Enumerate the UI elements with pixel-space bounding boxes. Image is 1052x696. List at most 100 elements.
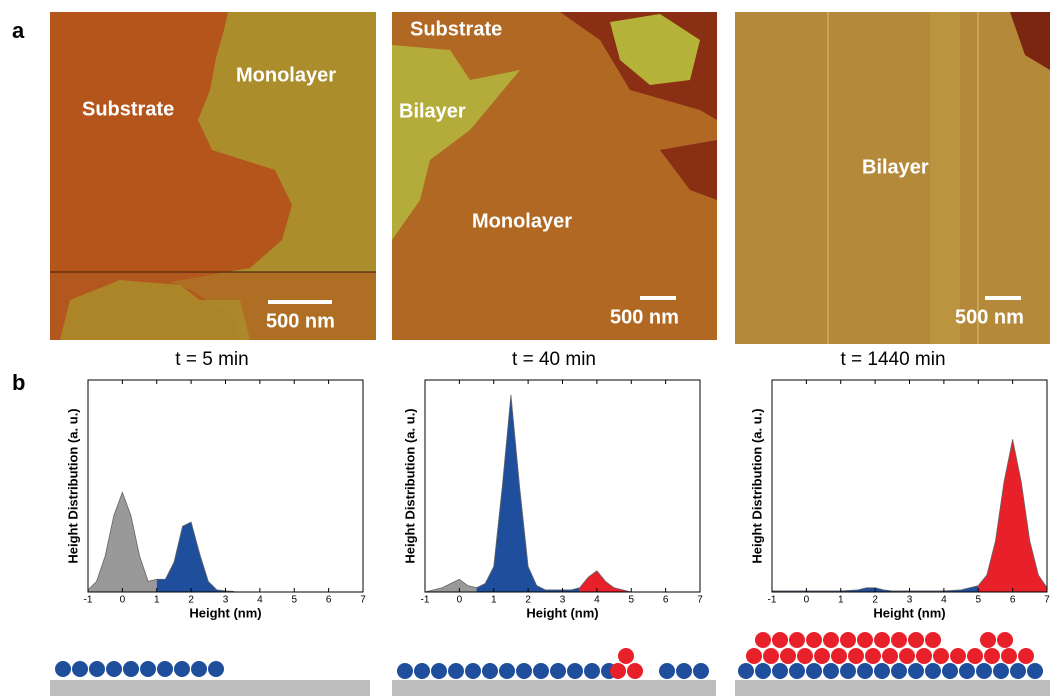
molecule: [763, 648, 779, 664]
x-tick-label: 6: [326, 595, 332, 606]
x-tick-label: 5: [975, 595, 981, 606]
x-tick-label: 1: [838, 595, 844, 606]
panel-label: b: [12, 370, 25, 395]
x-tick-label: 1: [491, 595, 497, 606]
caption: t = 5 min: [175, 349, 248, 370]
x-tick-label: 7: [1044, 595, 1050, 606]
molecule: [976, 663, 992, 679]
molecule: [997, 632, 1013, 648]
molecule: [550, 663, 566, 679]
image-label: Bilayer: [399, 100, 466, 122]
molecule: [1027, 663, 1043, 679]
x-tick-label: 5: [628, 595, 634, 606]
molecule: [848, 648, 864, 664]
molecule: [1001, 648, 1017, 664]
molecule: [925, 663, 941, 679]
area-fill: [477, 395, 580, 592]
x-tick-label: -1: [768, 595, 777, 606]
molecule: [891, 663, 907, 679]
x-axis-label: Height (nm): [189, 605, 261, 620]
y-axis-label: Height Distribution (a. u.): [402, 408, 417, 563]
x-axis-label: Height (nm): [526, 605, 598, 620]
caption: t = 40 min: [512, 349, 596, 370]
x-tick-label: 0: [120, 595, 126, 606]
molecule: [772, 663, 788, 679]
x-tick-label: 5: [291, 595, 297, 606]
molecule: [1018, 648, 1034, 664]
molecule: [806, 663, 822, 679]
substrate: [50, 680, 370, 696]
x-tick-label: 3: [560, 595, 566, 606]
molecule: [789, 632, 805, 648]
molecule: [789, 663, 805, 679]
area-fill: [157, 522, 234, 592]
molecule: [191, 661, 207, 677]
x-tick-label: 0: [804, 595, 810, 606]
scale-bar-label: 500 nm: [610, 306, 679, 328]
molecule: [950, 648, 966, 664]
molecule: [659, 663, 675, 679]
molecule: [755, 632, 771, 648]
molecule: [823, 632, 839, 648]
x-tick-label: 4: [941, 595, 947, 606]
molecule: [157, 661, 173, 677]
figure: a b Substrate Monolayer 500 nm t = 5 min…: [0, 0, 1052, 696]
molecule: [397, 663, 413, 679]
molecule: [414, 663, 430, 679]
molecule: [772, 632, 788, 648]
x-tick-label: 1: [154, 595, 160, 606]
molecule: [738, 663, 754, 679]
x-tick-label: -1: [421, 595, 430, 606]
molecule: [499, 663, 515, 679]
molecule: [874, 632, 890, 648]
molecule: [610, 663, 626, 679]
x-tick-label: 3: [223, 595, 229, 606]
molecule: [533, 663, 549, 679]
molecule: [857, 632, 873, 648]
area-outline: [477, 395, 580, 590]
image-label: Monolayer: [472, 210, 572, 232]
molecule: [123, 661, 139, 677]
molecule: [755, 663, 771, 679]
molecule: [993, 663, 1009, 679]
molecule: [627, 663, 643, 679]
x-tick-label: 2: [188, 595, 194, 606]
plot-frame: [425, 380, 700, 592]
molecule: [840, 632, 856, 648]
caption: t = 1440 min: [840, 349, 945, 370]
x-tick-label: 6: [1010, 595, 1016, 606]
afm-image: Substrate Monolayer 500 nm: [50, 12, 376, 340]
y-axis-label: Height Distribution (a. u.): [749, 408, 764, 563]
x-tick-label: 4: [594, 595, 600, 606]
image-label: Monolayer: [236, 64, 336, 86]
molecule: [567, 663, 583, 679]
scale-bar-label: 500 nm: [266, 310, 335, 332]
x-tick-label: -1: [84, 595, 93, 606]
molecule: [693, 663, 709, 679]
molecule: [865, 648, 881, 664]
molecule: [840, 663, 856, 679]
molecule: [106, 661, 122, 677]
x-tick-label: 4: [257, 595, 263, 606]
molecule: [797, 648, 813, 664]
x-axis-label: Height (nm): [873, 605, 945, 620]
molecule: [967, 648, 983, 664]
molecule: [933, 648, 949, 664]
molecule: [482, 663, 498, 679]
image-label: Bilayer: [862, 156, 929, 178]
x-tick-label: 2: [872, 595, 878, 606]
x-tick-label: 0: [457, 595, 463, 606]
image-label: Substrate: [410, 18, 502, 40]
molecule: [140, 661, 156, 677]
molecule: [618, 648, 634, 664]
x-tick-label: 3: [907, 595, 913, 606]
molecule: [891, 632, 907, 648]
molecule: [814, 648, 830, 664]
molecule: [746, 648, 762, 664]
afm-image: Bilayer 500 nm: [735, 12, 1050, 344]
molecule: [72, 661, 88, 677]
molecule: [806, 632, 822, 648]
molecule: [174, 661, 190, 677]
panel-label: a: [12, 18, 25, 43]
x-tick-label: 2: [525, 595, 531, 606]
